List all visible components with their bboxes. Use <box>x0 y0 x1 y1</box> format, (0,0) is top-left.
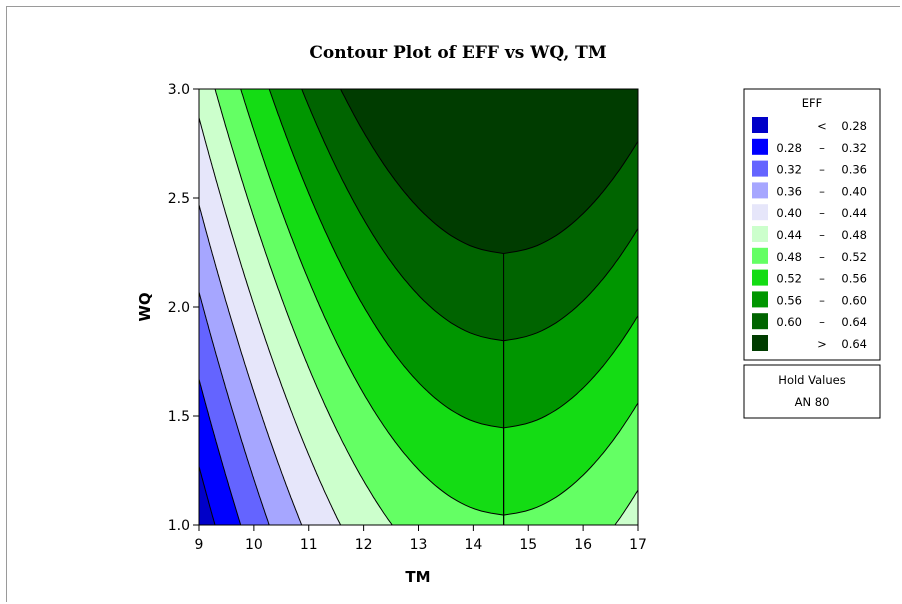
y-axis-title: WQ <box>136 292 154 321</box>
legend-operator: < <box>817 119 827 133</box>
legend-low: 0.44 <box>776 228 802 242</box>
y-tick-label: 2.0 <box>168 300 190 316</box>
legend-low: 0.28 <box>776 141 802 155</box>
legend-high: 0.32 <box>841 141 867 155</box>
legend-low: 0.36 <box>776 184 802 198</box>
x-tick-label: 11 <box>300 537 318 553</box>
legend-high: 0.28 <box>841 119 867 133</box>
legend-high: 0.48 <box>841 228 867 242</box>
legend-high: 0.52 <box>841 250 867 264</box>
x-tick-label: 9 <box>195 537 204 553</box>
x-tick-label: 15 <box>519 537 537 553</box>
hold-value-name: AN <box>795 395 811 409</box>
legend-operator: – <box>819 315 825 329</box>
x-tick-label: 12 <box>355 537 373 553</box>
y-tick-label: 1.0 <box>168 518 190 534</box>
contour-line <box>199 89 638 525</box>
legend-title: EFF <box>802 96 823 110</box>
contour-line <box>268 89 638 525</box>
chart-frame <box>6 6 900 602</box>
x-tick-label: 17 <box>629 537 647 553</box>
hold-value-item: AN 80 <box>795 395 830 409</box>
hold-values-frame <box>743 364 881 419</box>
legend-operator: – <box>819 163 825 177</box>
legend-operator: – <box>819 228 825 242</box>
x-tick-label: 13 <box>410 537 428 553</box>
hold-values-title: Hold Values <box>778 373 845 387</box>
legend-swatch <box>752 204 768 221</box>
legend-operator: – <box>819 141 825 155</box>
x-tick-label: 16 <box>574 537 592 553</box>
legend-high: 0.64 <box>841 315 867 329</box>
legend-operator: > <box>817 337 827 351</box>
legend-high: 0.40 <box>841 184 867 198</box>
legend-swatch <box>752 335 768 351</box>
legend-entries: <0.28 0.28 – 0.32 0.32 – 0.36 0.36 – 0.40 0.40 – 0.4… <box>752 117 867 351</box>
legend-swatch <box>752 313 768 330</box>
legend-low: 0.48 <box>776 250 802 264</box>
x-axis: 9 10 11 12 13 14 15 16 17 <box>195 525 647 553</box>
y-tick-label: 3.0 <box>168 82 190 98</box>
y-tick-label: 2.5 <box>168 191 190 207</box>
legend-high: 0.44 <box>841 206 867 220</box>
x-axis-title: TM <box>405 568 430 586</box>
legend-operator: – <box>819 206 825 220</box>
contour-line <box>199 89 638 525</box>
x-tick-label: 10 <box>245 537 263 553</box>
legend-low: 0.52 <box>776 272 802 286</box>
legend-swatch <box>752 291 768 308</box>
legend-low: 0.32 <box>776 163 802 177</box>
hold-value-value: 80 <box>815 395 830 409</box>
legend-swatch <box>752 247 768 264</box>
chart-title: Contour Plot of EFF vs WQ, TM <box>309 43 606 63</box>
legend-high: 0.36 <box>841 163 867 177</box>
contour-band <box>340 89 638 525</box>
legend-swatch <box>752 182 768 199</box>
legend-low: 0.60 <box>776 315 802 329</box>
legend-low: 0.56 <box>776 293 802 307</box>
legend-swatch <box>752 160 768 177</box>
legend-swatch <box>752 117 768 133</box>
legend-swatch <box>752 226 768 242</box>
contour-line <box>240 89 638 525</box>
legend-operator: – <box>819 250 825 264</box>
x-tick-label: 14 <box>464 537 482 553</box>
legend-operator: – <box>819 272 825 286</box>
legend-swatch <box>752 138 768 155</box>
legend-operator: – <box>819 293 825 307</box>
contour-line <box>199 89 638 525</box>
plot-area <box>199 89 638 525</box>
legend-low: 0.40 <box>776 206 802 220</box>
legend: EFF <0.28 0.28 – 0.32 0.32 – 0.36 0.36 – 0.40 0.40… <box>743 88 881 361</box>
contour-line <box>340 89 638 525</box>
hold-values-box: Hold Values AN 80 <box>743 364 881 419</box>
legend-operator: – <box>819 184 825 198</box>
legend-high: 0.60 <box>841 293 867 307</box>
legend-high: 0.56 <box>841 272 867 286</box>
legend-high: 0.64 <box>841 337 867 351</box>
legend-swatch <box>752 269 768 286</box>
y-tick-label: 1.5 <box>168 409 190 425</box>
y-axis: 1.0 1.5 2.0 2.5 3.0 <box>168 82 199 534</box>
contour-line <box>214 89 638 525</box>
